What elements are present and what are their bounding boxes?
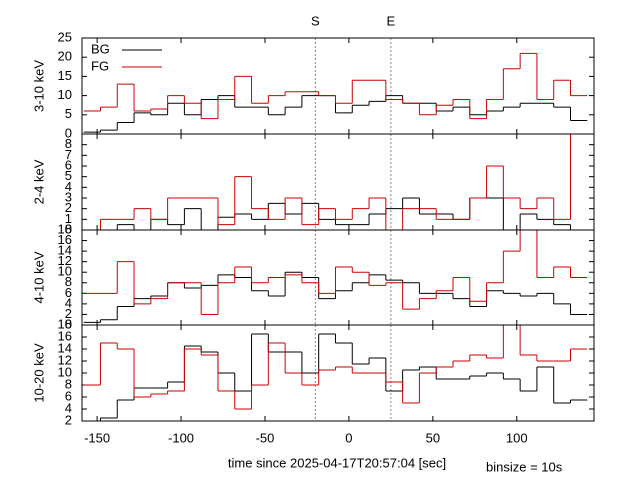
y-tick-label: 2 — [65, 412, 72, 427]
y-tick-label: 7 — [65, 147, 72, 162]
y-tick-label: 8 — [65, 376, 72, 391]
y-tick-label: 25 — [58, 29, 72, 44]
y-tick-label: 16 — [58, 232, 72, 247]
series — [83, 230, 588, 315]
y-tick-label: 2 — [65, 306, 72, 321]
marker-label: S — [311, 13, 320, 28]
x-tick-label: 50 — [426, 430, 440, 445]
y-tick-label: 14 — [58, 243, 72, 258]
y-axis-label: 4-10 keV — [31, 251, 46, 303]
plot-frame — [81, 324, 595, 422]
x-tick-label: 0 — [345, 430, 352, 445]
y-axis-label: 3-10 keV — [31, 60, 46, 112]
y-tick-label: 4 — [65, 179, 72, 194]
y-tick-label: 15 — [58, 68, 72, 83]
y-tick-label: 18 — [58, 221, 72, 236]
legend-label: BG — [91, 41, 110, 56]
series — [83, 325, 588, 410]
y-tick-label: 1 — [65, 211, 72, 226]
legend-label: FG — [91, 58, 109, 73]
plot-frame — [81, 229, 595, 326]
y-tick-label: 12 — [58, 352, 72, 367]
plot-frame — [81, 133, 595, 231]
y-tick-label: 12 — [58, 253, 72, 268]
y-tick-label: 3 — [65, 189, 72, 204]
x-tick-label: -100 — [168, 430, 194, 445]
y-tick-label: 8 — [65, 274, 72, 289]
x-tick-label: -50 — [256, 430, 275, 445]
y-tick-label: 8 — [65, 136, 72, 151]
marker-label: E — [387, 13, 396, 28]
y-tick-label: 6 — [65, 388, 72, 403]
y-tick-label: 16 — [58, 328, 72, 343]
x-axis-label: time since 2025-04-17T20:57:04 [sec] — [228, 455, 446, 470]
y-tick-label: 0 — [65, 221, 72, 236]
series — [83, 52, 588, 120]
series — [83, 134, 588, 230]
y-tick-label: 10 — [58, 364, 72, 379]
y-axis-label: 10-20 keV — [31, 343, 46, 403]
y-tick-label: 4 — [65, 400, 72, 415]
x-tick-label: -150 — [84, 430, 110, 445]
y-tick-label: 14 — [58, 340, 72, 355]
y-tick-label: 6 — [65, 285, 72, 300]
y-tick-label: 18 — [58, 316, 72, 331]
y-axis-label: 2-4 keV — [31, 159, 46, 204]
y-tick-label: 10 — [58, 264, 72, 279]
y-tick-label: 0 — [65, 125, 72, 140]
y-tick-label: 2 — [65, 200, 72, 215]
y-tick-label: 0 — [65, 316, 72, 331]
plot-frame — [81, 37, 595, 135]
y-tick-label: 5 — [65, 106, 72, 121]
y-tick-label: 5 — [65, 168, 72, 183]
x-tick-label: 100 — [506, 430, 528, 445]
note: binsize = 10s — [486, 459, 563, 474]
series — [83, 333, 588, 421]
y-tick-label: 10 — [58, 87, 72, 102]
y-tick-label: 4 — [65, 295, 72, 310]
y-tick-label: 6 — [65, 157, 72, 172]
y-tick-label: 20 — [58, 49, 72, 64]
